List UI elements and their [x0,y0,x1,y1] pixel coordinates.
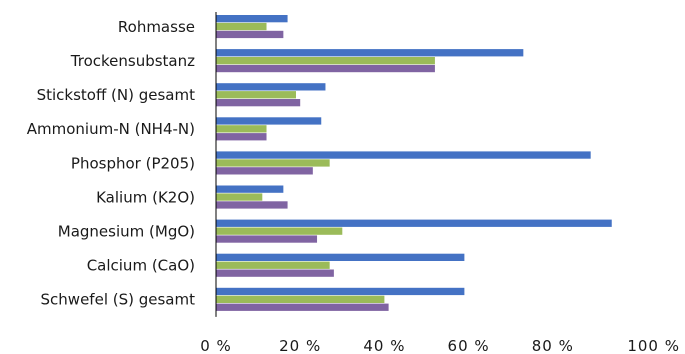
category-label: Kalium (K2O) [96,188,195,206]
bar-series-2-2 [216,91,296,99]
x-tick-label: 40 % [363,337,405,354]
x-tick-label: 20 % [279,337,321,354]
bar-series-1-7 [216,253,465,261]
bar-series-1-5 [216,185,284,193]
category-label: Magnesium (MgO) [58,222,195,240]
bar-series-2-6 [216,227,343,235]
bars [216,15,612,311]
bar-series-3-2 [216,99,301,107]
bar-series-1-0 [216,15,288,23]
category-label: Ammonium-N (NH4-N) [27,120,195,138]
bar-series-2-8 [216,295,385,303]
bar-series-2-3 [216,125,267,133]
x-tick-label: 100 % [627,337,680,354]
x-tick-labels: 0 % 20 % 40 % 60 % 80 % 100 % [200,337,680,354]
category-labels: Rohmasse Trockensubstanz Stickstoff (N) ge… [27,18,195,309]
bar-series-1-3 [216,117,322,125]
bar-series-3-0 [216,30,284,39]
bar-series-3-8 [216,303,389,311]
x-tick-label: 80 % [532,337,574,354]
bar-series-2-0 [216,22,267,31]
bar-series-1-8 [216,287,465,296]
bar-series-1-6 [216,219,612,227]
category-label: Calcium (CaO) [87,257,195,275]
bar-series-1-1 [216,49,524,57]
bar-series-1-4 [216,151,591,159]
bar-series-2-1 [216,57,435,65]
bar-series-3-7 [216,269,334,277]
bar-series-2-4 [216,159,330,167]
category-label: Stickstoff (N) gesamt [37,86,196,104]
category-label: Phosphor (P205) [71,154,195,172]
x-tick-label: 0 % [200,337,232,354]
bar-series-2-7 [216,261,330,269]
category-label: Trockensubstanz [70,52,195,70]
bar-series-3-5 [216,201,288,209]
bar-series-3-1 [216,64,435,73]
bar-series-1-2 [216,83,326,91]
x-tick-label: 60 % [448,337,490,354]
bar-series-3-4 [216,167,313,175]
bar-series-3-6 [216,235,318,243]
bar-series-3-3 [216,133,267,141]
category-label: Rohmasse [118,18,195,36]
bar-series-2-5 [216,193,263,201]
category-label: Schwefel (S) gesamt [41,291,196,309]
